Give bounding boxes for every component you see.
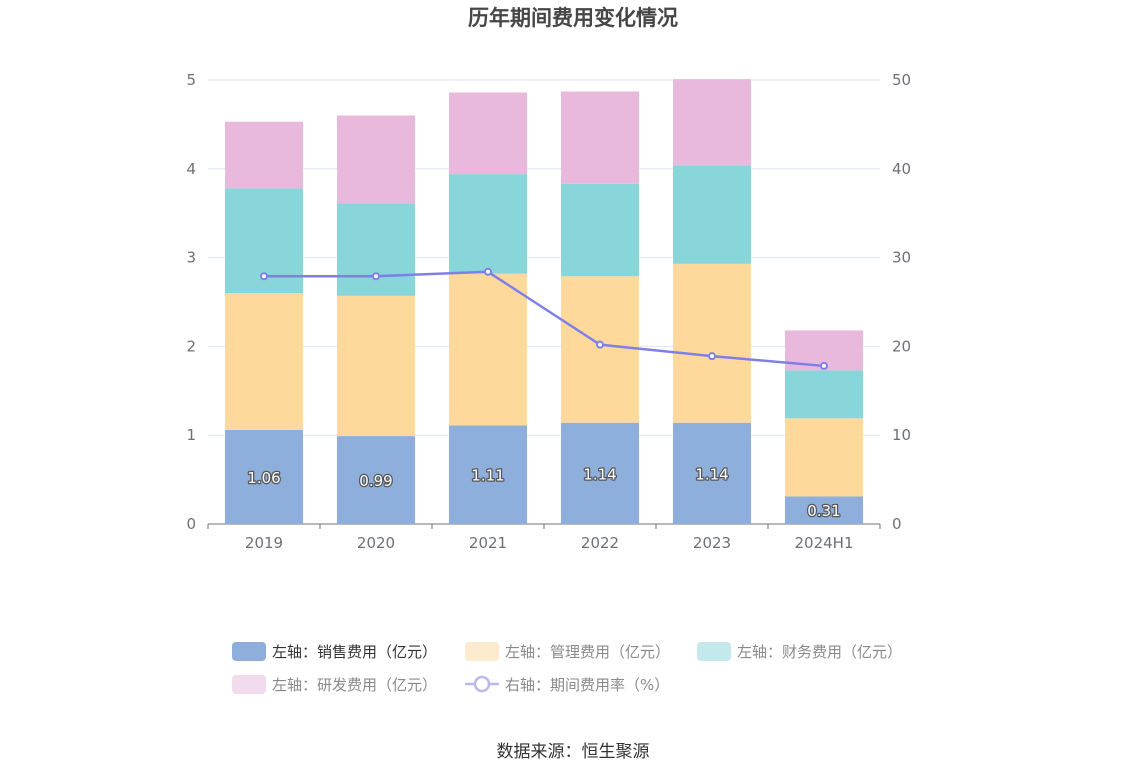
bar-series — [225, 79, 863, 524]
x-tick-label: 2020 — [357, 534, 395, 552]
legend[interactable]: 左轴：销售费用（亿元） 左轴：管理费用（亿元） 左轴：财务费用（亿元） 左轴：研发费用… — [232, 642, 902, 694]
right-axis: 0 10 20 30 40 50 — [892, 71, 911, 533]
line-point — [708, 352, 716, 361]
bar-segment — [561, 276, 639, 423]
line-point — [484, 267, 492, 276]
x-tick-label: 2019 — [245, 534, 283, 552]
bar-segment — [225, 429, 303, 524]
bar-data-label: 1.14 — [695, 465, 728, 483]
left-tick-label: 0 — [186, 515, 196, 533]
bar-segment — [785, 370, 863, 419]
bar-segment — [785, 496, 863, 524]
left-tick-label: 1 — [186, 426, 196, 444]
x-tick-label: 2023 — [693, 534, 731, 552]
right-tick-label: 20 — [892, 337, 911, 355]
right-tick-label: 0 — [892, 515, 902, 533]
bar-segment — [561, 183, 639, 277]
line-path — [264, 270, 825, 368]
bar-segment — [337, 436, 415, 524]
bar-data-label: 1.11 — [471, 467, 504, 485]
x-tick-label: 2022 — [581, 534, 619, 552]
bar-segment — [673, 263, 751, 423]
legend-swatch — [697, 642, 731, 661]
left-tick-label: 5 — [186, 71, 196, 89]
legend-swatch — [465, 642, 499, 661]
bar-segment — [673, 165, 751, 264]
bar-labels: 1.06 0.99 1.11 1.14 1.14 0.31 — [246, 464, 842, 521]
bar-segment — [337, 203, 415, 296]
legend-item[interactable]: 左轴：财务费用（亿元） — [697, 642, 902, 661]
legend-item[interactable]: 左轴：研发费用（亿元） — [232, 675, 437, 694]
legend-marker — [473, 675, 491, 693]
chart-title: 历年期间费用变化情况 — [468, 6, 678, 30]
line-point — [372, 272, 380, 281]
legend-label: 右轴：期间费用率（%） — [505, 676, 669, 694]
legend-swatch — [232, 675, 266, 694]
left-tick-label: 2 — [186, 337, 196, 355]
legend-label: 左轴：管理费用（亿元） — [505, 643, 670, 661]
bar-data-label: 0.99 — [359, 472, 392, 490]
bar-data-label: 1.06 — [247, 469, 280, 487]
bar-segment — [449, 174, 527, 274]
grid-lines — [208, 79, 880, 436]
line-point — [260, 272, 268, 281]
right-tick-label: 50 — [892, 71, 911, 89]
x-axis: 2019 2020 2021 2022 2023 2024H1 — [207, 523, 881, 552]
right-tick-label: 40 — [892, 160, 911, 178]
bar-segment — [225, 293, 303, 430]
right-tick-label: 10 — [892, 426, 911, 444]
line-point — [596, 340, 604, 349]
bar-segment — [337, 295, 415, 437]
legend-item[interactable]: 左轴：销售费用（亿元） — [232, 642, 437, 661]
x-tick-label: 2024H1 — [795, 534, 854, 552]
bar-segment — [449, 425, 527, 524]
left-tick-label: 3 — [186, 249, 196, 267]
bar-segment — [225, 121, 303, 189]
line-series — [260, 267, 828, 370]
bar-data-label: 0.31 — [807, 502, 840, 520]
data-source: 数据来源：恒生聚源 — [497, 742, 650, 762]
legend-swatch — [232, 642, 266, 661]
left-axis: 0 1 2 3 4 5 — [186, 71, 196, 533]
bar-segment — [449, 92, 527, 175]
legend-item[interactable]: 右轴：期间费用率（%） — [465, 675, 669, 694]
x-tick-label: 2021 — [469, 534, 507, 552]
line-point — [820, 361, 828, 370]
bar-segment — [449, 273, 527, 426]
bar-segment — [561, 91, 639, 184]
bar-data-label: 1.14 — [583, 465, 616, 483]
bar-segment — [673, 79, 751, 166]
legend-label: 左轴：销售费用（亿元） — [272, 643, 437, 661]
bar-segment — [673, 422, 751, 524]
legend-label: 左轴：研发费用（亿元） — [272, 676, 437, 694]
bar-segment — [785, 418, 863, 497]
legend-label: 左轴：财务费用（亿元） — [737, 643, 902, 661]
right-tick-label: 30 — [892, 249, 911, 267]
left-tick-label: 4 — [186, 160, 196, 178]
bar-segment — [337, 115, 415, 204]
legend-item[interactable]: 左轴：管理费用（亿元） — [465, 642, 670, 661]
bar-segment — [561, 422, 639, 524]
